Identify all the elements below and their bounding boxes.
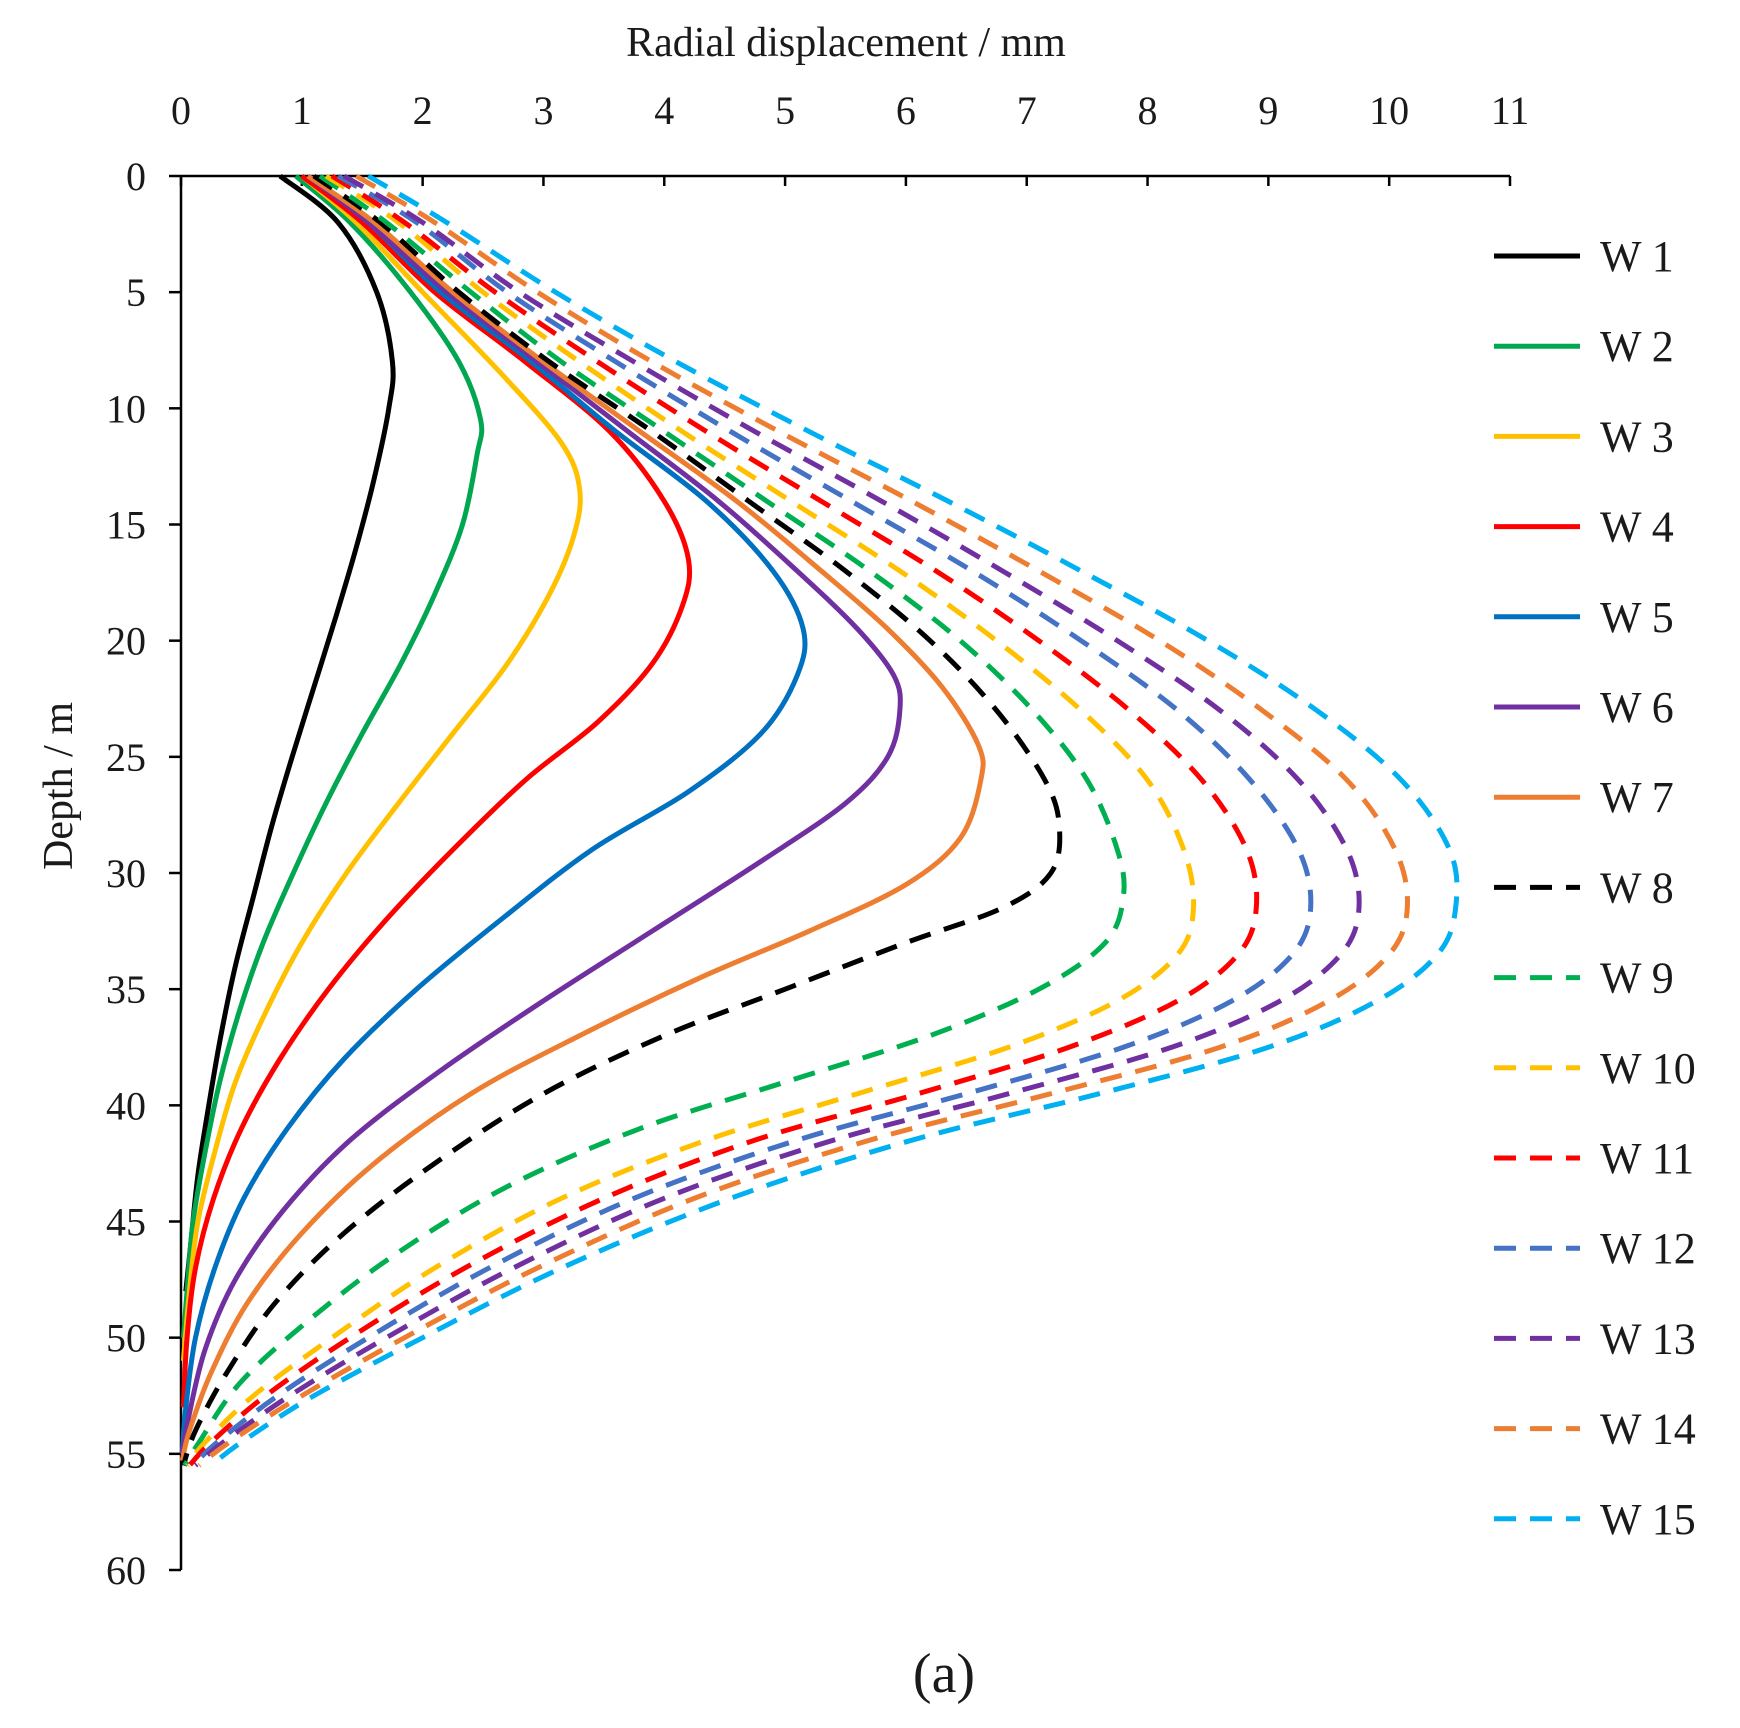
- x-tick-label: 11: [1491, 88, 1530, 133]
- x-tick-label: 1: [292, 88, 312, 133]
- x-tick-label: 0: [171, 88, 191, 133]
- x-tick-label: 3: [533, 88, 553, 133]
- y-tick-label: 40: [106, 1083, 146, 1128]
- legend-label-w14: W 14: [1600, 1405, 1696, 1454]
- y-tick-label: 15: [106, 503, 146, 548]
- legend-label-w4: W 4: [1600, 503, 1674, 552]
- series-w13-line: [193, 173, 1362, 1468]
- legend-label-w12: W 12: [1600, 1224, 1696, 1273]
- y-tick-label: 5: [126, 270, 146, 315]
- series-w1-line: [183, 174, 396, 1292]
- x-tick-label: 5: [775, 88, 795, 133]
- legend-label-w9: W 9: [1600, 954, 1674, 1003]
- series-w9-line: [182, 173, 1127, 1467]
- series-w10-line: [185, 173, 1197, 1467]
- legend: W 1 W 2 W 3 W 4 W 5 W 6 W 7 W 8 W 9 W 10 W 11 W 12 W…: [1494, 232, 1696, 1544]
- x-axis-ticks: 0 1 2 3 4 5 6 7 8 9 10 11: [171, 88, 1529, 186]
- figure-caption: (a): [913, 1643, 975, 1705]
- x-tick-label: 2: [413, 88, 433, 133]
- x-tick-label: 10: [1369, 88, 1409, 133]
- series-w3-line: [180, 174, 583, 1362]
- series-w15-line: [209, 173, 1460, 1468]
- legend-label-w1: W 1: [1600, 232, 1674, 281]
- x-tick-label: 7: [1017, 88, 1037, 133]
- y-axis-ticks: 0 5 10 15 20 25 30 35 40 45 50 55 60: [106, 154, 181, 1593]
- series-w12-line: [191, 173, 1314, 1468]
- legend-label-w8: W 8: [1600, 863, 1674, 912]
- y-tick-label: 45: [106, 1200, 146, 1245]
- legend-label-w5: W 5: [1600, 593, 1674, 642]
- series-w2-line: [180, 174, 485, 1338]
- y-tick-label: 35: [106, 967, 146, 1012]
- y-tick-label: 0: [126, 154, 146, 199]
- series-w11-line: [187, 173, 1260, 1468]
- x-axis-title: Radial displacement / mm: [626, 20, 1066, 66]
- legend-label-w7: W 7: [1600, 773, 1674, 822]
- y-tick-label: 10: [106, 386, 146, 431]
- legend-label-w2: W 2: [1600, 322, 1674, 371]
- legend-label-w10: W 10: [1600, 1044, 1696, 1093]
- x-tick-label: 6: [896, 88, 916, 133]
- series-w6-line: [179, 174, 903, 1455]
- legend-label-w13: W 13: [1600, 1314, 1696, 1363]
- legend-label-w15: W 15: [1600, 1495, 1696, 1544]
- series-layer: [179, 173, 1460, 1468]
- series-w4-line: [180, 174, 693, 1408]
- y-tick-label: 25: [106, 735, 146, 780]
- y-tick-label: 55: [106, 1432, 146, 1477]
- series-w7-line: [179, 173, 986, 1462]
- y-tick-label: 60: [106, 1548, 146, 1593]
- y-tick-label: 20: [106, 619, 146, 664]
- series-w5-line: [179, 174, 808, 1455]
- x-tick-label: 9: [1258, 88, 1278, 133]
- series-w14-line: [197, 173, 1410, 1468]
- legend-label-w6: W 6: [1600, 683, 1674, 732]
- x-tick-label: 4: [654, 88, 674, 133]
- y-axis-title: Depth / m: [36, 702, 82, 870]
- legend-label-w3: W 3: [1600, 412, 1674, 461]
- x-tick-label: 8: [1138, 88, 1158, 133]
- y-tick-label: 30: [106, 851, 146, 896]
- y-tick-label: 50: [106, 1316, 146, 1361]
- legend-label-w11: W 11: [1600, 1134, 1694, 1183]
- series-w8-line: [181, 173, 1063, 1467]
